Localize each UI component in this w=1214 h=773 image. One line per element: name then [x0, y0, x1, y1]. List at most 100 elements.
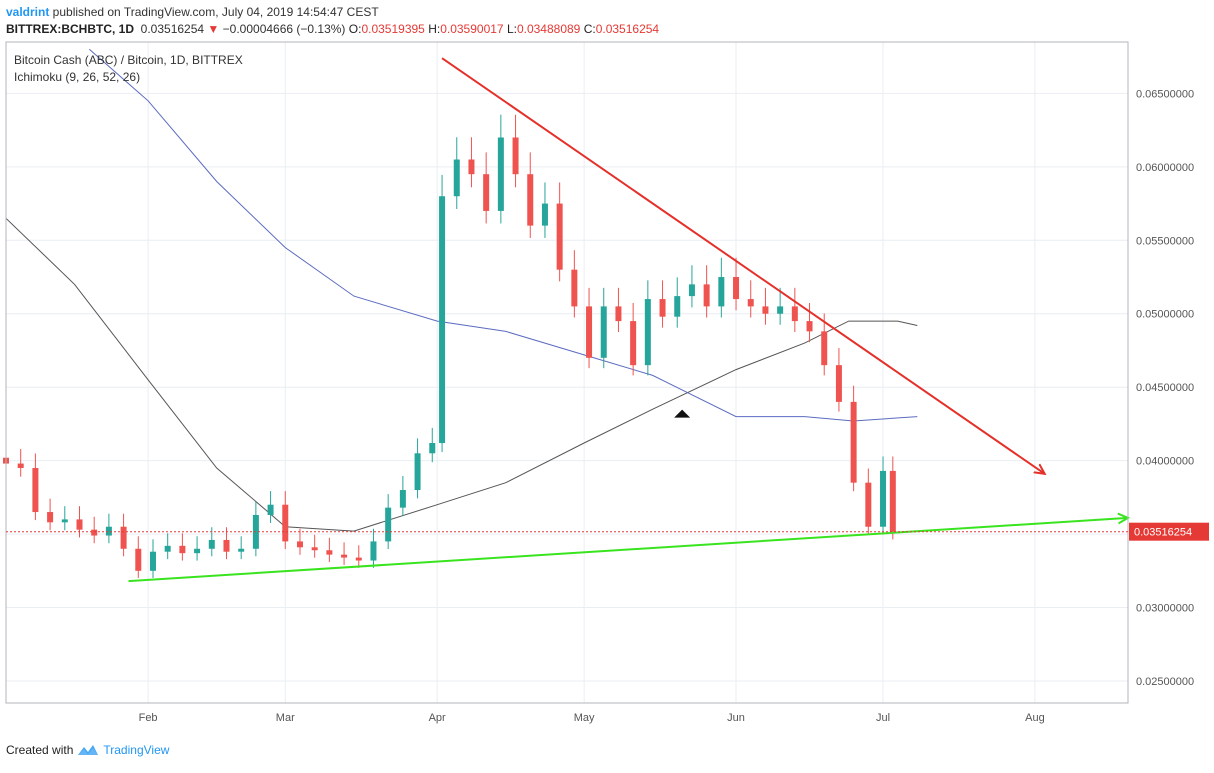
- resistance-trendline: [441, 57, 1045, 474]
- close-value: 0.03516254: [595, 22, 660, 36]
- low-value: 0.03488089: [516, 22, 581, 36]
- x-tick-label: Aug: [1025, 712, 1045, 724]
- y-tick-label: 0.05000000: [1136, 309, 1194, 321]
- y-tick-label: 0.05500000: [1136, 235, 1194, 247]
- triangle-marker-icon: [674, 409, 691, 418]
- x-tick-label: Apr: [429, 712, 446, 724]
- candle-body: [777, 306, 784, 314]
- plot-frame: [5, 41, 1129, 704]
- x-tick-label: May: [574, 712, 595, 724]
- candle-body: [120, 526, 127, 549]
- candle-body: [267, 504, 274, 515]
- symbol-label: BITTREX:BCHBTC, 1D: [6, 22, 134, 36]
- candle-body: [512, 137, 519, 175]
- candle-body: [32, 467, 39, 513]
- change-down-icon: ▼: [207, 22, 220, 36]
- candle-body: [615, 306, 622, 322]
- candle-body: [326, 550, 333, 555]
- ma-line-blue: [88, 48, 918, 422]
- high-value: 0.03590017: [440, 22, 504, 36]
- support-trendline: [128, 518, 1128, 583]
- candle-body: [571, 269, 578, 307]
- x-tick-label: Mar: [276, 712, 295, 724]
- candle-body: [17, 463, 24, 468]
- candle-body: [453, 159, 460, 197]
- candle-body: [483, 174, 490, 211]
- candle-body: [91, 529, 98, 536]
- last-price: 0.03516254: [140, 22, 205, 36]
- candle-body: [889, 470, 896, 532]
- indicator-label[interactable]: Ichimoku (9, 26, 52, 26): [14, 70, 140, 84]
- candle-body: [47, 512, 54, 523]
- candle-body: [76, 519, 83, 530]
- y-tick-label: 0.02500000: [1136, 676, 1194, 688]
- candle-body: [61, 519, 68, 523]
- candle-body: [429, 443, 436, 454]
- candle-body: [282, 504, 289, 542]
- footer: Created with TradingView: [6, 743, 169, 757]
- candle-body: [527, 174, 534, 226]
- candle-body: [806, 321, 813, 332]
- open-label: O:: [348, 22, 362, 36]
- candle-body: [385, 507, 392, 542]
- created-with-text: Created with: [6, 743, 74, 757]
- candle-body: [600, 306, 607, 358]
- candle-body: [747, 299, 754, 307]
- candle-body: [238, 548, 245, 552]
- candle-body: [674, 296, 681, 317]
- candle-body: [865, 482, 872, 527]
- candle-body: [659, 299, 666, 317]
- y-tick-label: 0.04000000: [1136, 456, 1194, 468]
- candle-body: [468, 159, 475, 175]
- candle-body: [164, 545, 171, 552]
- open-value: 0.03519395: [361, 22, 425, 36]
- candle-body: [341, 554, 348, 558]
- candle-body: [586, 306, 593, 358]
- candle-body: [370, 541, 377, 561]
- chart-title: Bitcoin Cash (ABC) / Bitcoin, 1D, BITTRE…: [14, 53, 243, 67]
- x-tick-label: Jun: [727, 712, 745, 724]
- candle-body: [791, 306, 798, 322]
- candle-body: [762, 306, 769, 314]
- candle-body: [208, 539, 215, 549]
- current-price-badge: [1129, 522, 1209, 541]
- candle-body: [733, 277, 740, 300]
- y-tick-label: 0.06000000: [1136, 162, 1194, 174]
- candle-body: [541, 203, 548, 226]
- low-label: L:: [506, 22, 517, 36]
- tradingview-link[interactable]: TradingView: [103, 743, 170, 757]
- candle-body: [644, 299, 651, 366]
- published-text: published on TradingView.com, July 04, 2…: [49, 5, 379, 19]
- candle-body: [835, 365, 842, 402]
- author-name[interactable]: valdrint: [6, 5, 50, 19]
- candle-body: [311, 547, 318, 551]
- candle-body: [194, 548, 201, 554]
- y-tick-label: 0.06500000: [1136, 88, 1194, 100]
- x-tick-label: Feb: [139, 712, 158, 724]
- y-tick-label: 0.04500000: [1136, 382, 1194, 394]
- tradingview-logo-icon: [78, 745, 99, 755]
- candle-body: [355, 557, 362, 561]
- candle-body: [497, 137, 504, 211]
- grid: [6, 42, 1128, 703]
- candle-body: [149, 551, 156, 571]
- publish-info: valdrint published on TradingView.com, J…: [6, 5, 379, 19]
- current-price-label: 0.03516254: [1134, 527, 1192, 539]
- candle-body: [556, 203, 563, 270]
- price-change: −0.00004666 (−0.13%): [222, 22, 346, 36]
- candle-body: [880, 470, 887, 527]
- candle-body: [135, 548, 142, 571]
- candle-body: [439, 196, 446, 444]
- ma-line-black: [6, 217, 918, 532]
- candle-body: [296, 541, 303, 548]
- candle-body: [630, 321, 637, 366]
- x-tick-label: Jul: [876, 712, 890, 724]
- candle-body: [399, 490, 406, 508]
- axes: 0.025000000.030000000.035000000.04000000…: [5, 41, 1209, 724]
- high-label: H:: [428, 22, 441, 36]
- candle-body: [223, 539, 230, 552]
- candles: [3, 114, 896, 578]
- candle-body: [179, 545, 186, 554]
